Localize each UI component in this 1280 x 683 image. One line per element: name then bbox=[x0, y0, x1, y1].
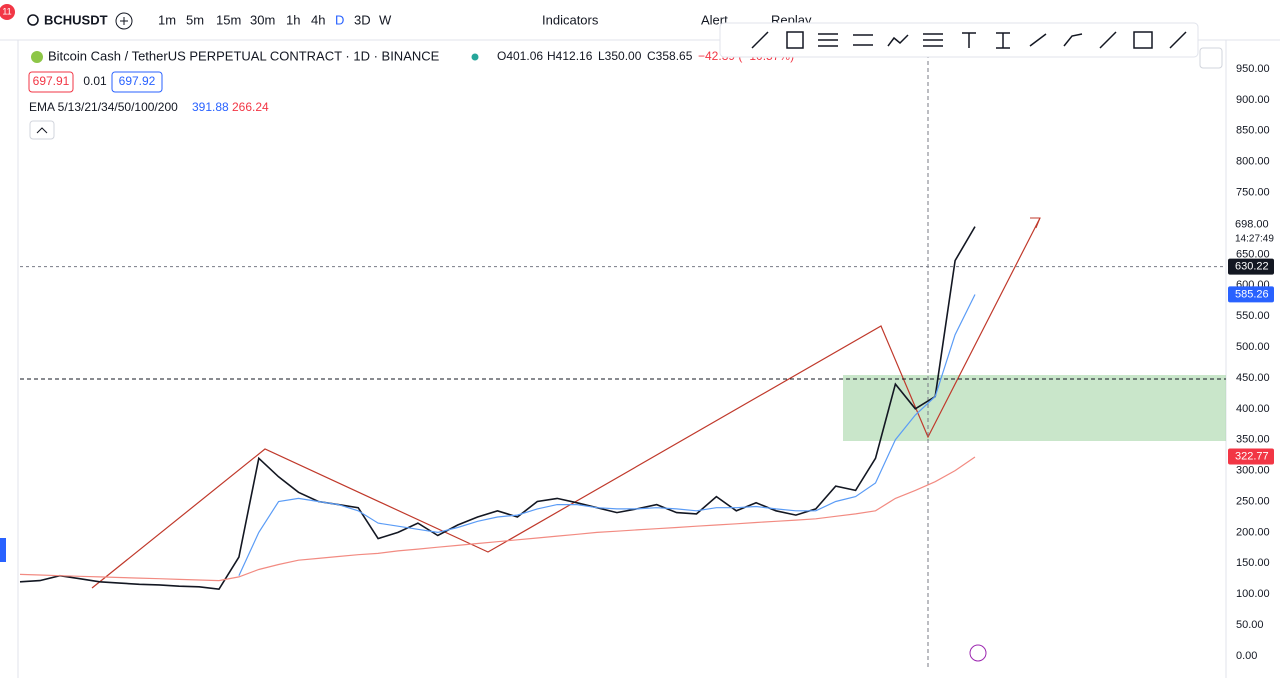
price-tick-label: 800.00 bbox=[1236, 156, 1270, 168]
price-badge-label: 630.22 bbox=[1235, 261, 1269, 273]
legend-title: Bitcoin Cash / TetherUS PERPETUAL CONTRA… bbox=[48, 48, 440, 63]
search-icon[interactable] bbox=[27, 14, 39, 26]
drawing-tools[interactable] bbox=[751, 31, 1187, 49]
drawing-toolbar bbox=[719, 22, 1199, 58]
fullscreen-button[interactable] bbox=[1199, 47, 1223, 69]
price-tick-label: 250.00 bbox=[1236, 495, 1270, 507]
interval-button[interactable]: 5m bbox=[186, 12, 204, 27]
price-badge bbox=[1228, 258, 1274, 275]
events-icon[interactable] bbox=[969, 644, 987, 662]
price-tick-label: 200.00 bbox=[1236, 526, 1270, 538]
interval-button[interactable]: 1h bbox=[286, 12, 300, 27]
indicators-button[interactable]: Indicators bbox=[542, 12, 599, 27]
spread: 0.01 bbox=[83, 74, 107, 88]
notification-badge[interactable] bbox=[0, 4, 15, 20]
ask: 697.92 bbox=[119, 74, 156, 88]
price-tick-label: 750.00 bbox=[1236, 187, 1270, 199]
interval-button[interactable]: 1m bbox=[158, 12, 176, 27]
ohlc-value: C358.65 bbox=[647, 49, 693, 63]
price-badge bbox=[1228, 286, 1274, 303]
price-tick-label: 450.00 bbox=[1236, 372, 1270, 384]
series-line bbox=[238, 294, 976, 576]
add-icon bbox=[120, 17, 128, 25]
price-tick-label: 650.00 bbox=[1236, 248, 1270, 260]
price-axis: 0.00 50.00 100.00 150.00 200.00 250.00 300.00 3… bbox=[1228, 63, 1274, 662]
price-tick-label: 100.00 bbox=[1236, 588, 1270, 600]
symbol-logo bbox=[31, 51, 43, 63]
market-status bbox=[471, 53, 479, 61]
interval-button[interactable]: 15m bbox=[216, 12, 241, 27]
ohlc-value: O401.06 bbox=[497, 49, 543, 63]
price-badge-label: 698.00 bbox=[1235, 219, 1269, 231]
ema-name: EMA 5/13/21/34/50/100/200 bbox=[29, 100, 178, 114]
price-tick-label: 900.00 bbox=[1236, 94, 1270, 106]
price-tick-label: 300.00 bbox=[1236, 465, 1270, 477]
price-badge-label: 322.77 bbox=[1235, 450, 1269, 462]
price-tick-label: 400.00 bbox=[1236, 403, 1270, 415]
series-line bbox=[19, 226, 976, 591]
collapse-button[interactable] bbox=[29, 120, 55, 140]
arrow-head bbox=[1030, 217, 1041, 229]
price-tick-label: 350.00 bbox=[1236, 434, 1270, 446]
zone-rectangle[interactable] bbox=[843, 375, 1226, 441]
price-tick-label: 150.00 bbox=[1236, 557, 1270, 569]
symbol[interactable]: BCHUSDT bbox=[44, 12, 108, 27]
price-tick-label: 550.00 bbox=[1236, 310, 1270, 322]
ema-value: 391.88 bbox=[192, 100, 229, 114]
interval-button[interactable]: W bbox=[379, 12, 392, 27]
ema-value: 266.24 bbox=[232, 100, 269, 114]
price-badge bbox=[1228, 216, 1274, 233]
interval-button[interactable]: D bbox=[335, 12, 344, 27]
ohlc-value: L350.00 bbox=[598, 49, 642, 63]
ohlc-value: H412.16 bbox=[547, 49, 593, 63]
trend-drawing[interactable] bbox=[91, 217, 1041, 589]
price-tick-label: 850.00 bbox=[1236, 125, 1270, 137]
interval-button[interactable]: 4h bbox=[311, 12, 325, 27]
price-tick-label: 500.00 bbox=[1236, 341, 1270, 353]
add-symbol[interactable] bbox=[115, 12, 133, 30]
badge-count: 11 bbox=[2, 6, 11, 16]
plot bbox=[19, 226, 1226, 591]
bid: 697.91 bbox=[33, 74, 70, 88]
countdown: 14:27:49 bbox=[1235, 233, 1274, 244]
intervals: 1m 5m 15m 30m 1h 4h D 3D W bbox=[158, 12, 392, 27]
bid-box[interactable] bbox=[28, 71, 74, 93]
price-badge-label: 585.26 bbox=[1235, 288, 1269, 300]
price-tick-label: 0.00 bbox=[1236, 650, 1257, 662]
price-tick-label: 50.00 bbox=[1236, 619, 1264, 631]
sidebar-active[interactable] bbox=[0, 538, 6, 562]
ask-box[interactable] bbox=[111, 71, 163, 93]
interval-button[interactable]: 3D bbox=[354, 12, 371, 27]
series-line bbox=[19, 456, 976, 582]
price-badge bbox=[1228, 448, 1274, 465]
collapse-icon bbox=[36, 127, 48, 134]
price-tick-label: 950.00 bbox=[1236, 63, 1270, 75]
interval-button[interactable]: 30m bbox=[250, 12, 275, 27]
